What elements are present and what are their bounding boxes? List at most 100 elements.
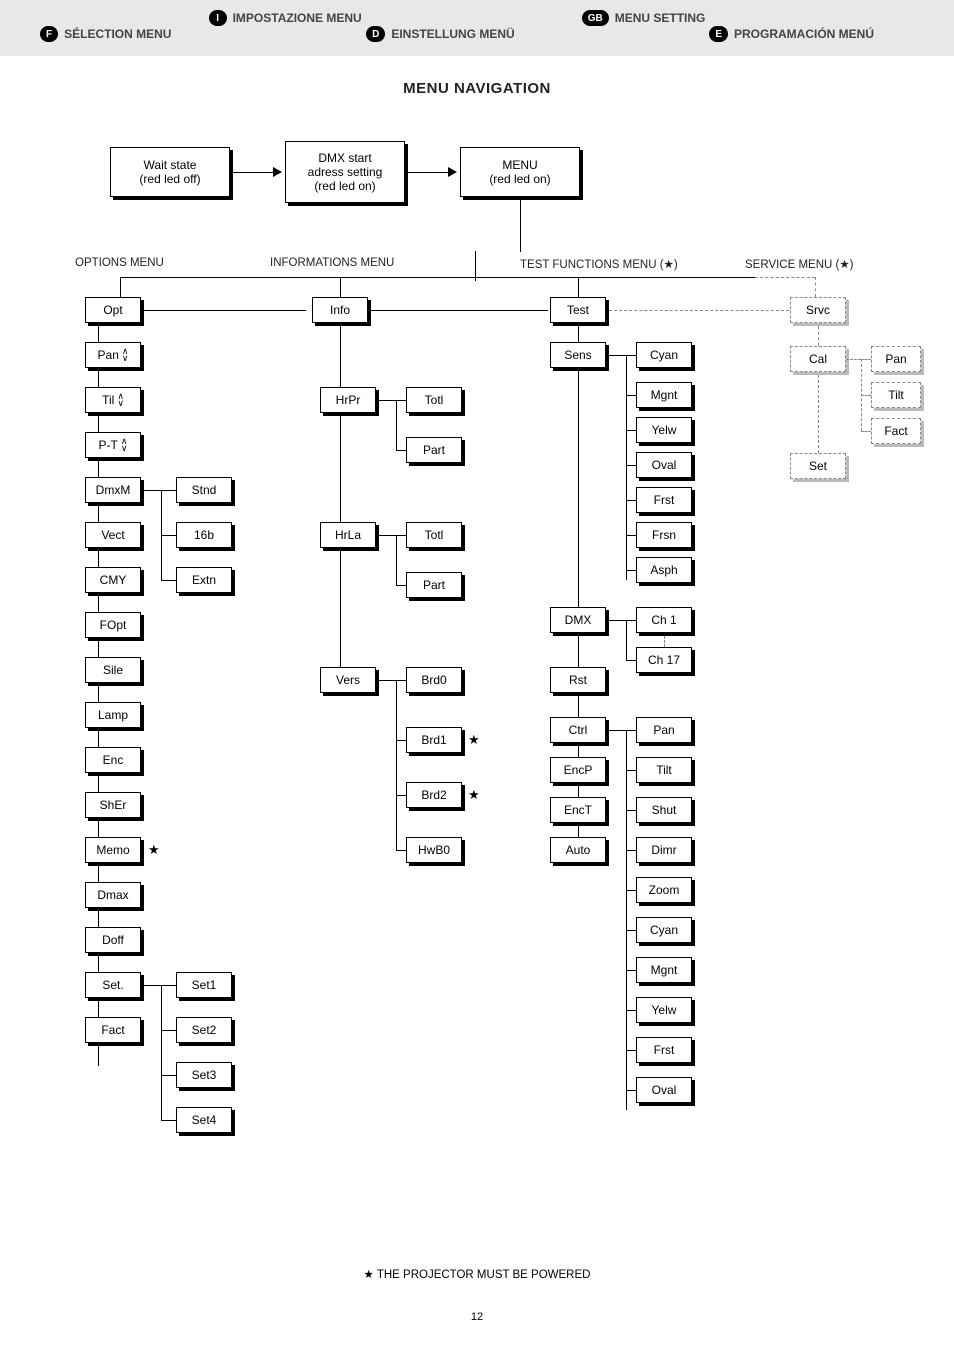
node-lamp: Lamp: [85, 702, 141, 728]
label-f: SÉLECTION MENU: [64, 27, 171, 41]
arrow-2: [448, 167, 457, 177]
node-ctrl-mgnt: Mgnt: [636, 957, 692, 983]
node-ctrl-shut: Shut: [636, 797, 692, 823]
node-ctrl-oval: Oval: [636, 1077, 692, 1103]
node-set1: Set1: [176, 972, 232, 998]
node-opt: Opt: [85, 297, 141, 323]
pan-text: Pan: [98, 348, 119, 362]
node-ctrl-pan: Pan: [636, 717, 692, 743]
badge-gb: GB: [582, 10, 609, 26]
node-menu: MENU (red led on): [460, 147, 580, 197]
section-service: SERVICE MENU (★): [745, 257, 854, 271]
star-memo: ★: [148, 842, 160, 858]
node-auto: Auto: [550, 837, 606, 863]
node-sens-yelw: Yelw: [636, 417, 692, 443]
node-cal: Cal: [790, 346, 846, 372]
label-i: IMPOSTAZIONE MENU: [233, 11, 362, 25]
pt-text: P-T: [99, 438, 118, 452]
diagram-canvas: Wait state (red led off) DMX start adres…: [0, 127, 954, 1247]
header-row-1: I IMPOSTAZIONE MENU GB MENU SETTING: [30, 10, 924, 26]
header-row-2: F SÉLECTION MENU D EINSTELLUNG MENÜ E PR…: [30, 26, 924, 42]
node-brd0: Brd0: [406, 667, 462, 693]
page-number: 12: [0, 1311, 954, 1343]
node-extn: Extn: [176, 567, 232, 593]
node-pt: P-T∧∨: [85, 432, 141, 458]
section-info: INFORMATIONS MENU: [270, 257, 394, 269]
node-enc: Enc: [85, 747, 141, 773]
section-test: TEST FUNCTIONS MENU (★): [520, 257, 678, 271]
node-brd2: Brd2: [406, 782, 462, 808]
node-ch1: Ch 1: [636, 607, 692, 633]
node-sens-frst: Frst: [636, 487, 692, 513]
node-dmx: DMX: [550, 607, 606, 633]
updown-icon: ∧∨: [117, 393, 124, 407]
lang-d: D EINSTELLUNG MENÜ: [366, 26, 555, 42]
node-set: Set.: [85, 972, 141, 998]
lang-i: I IMPOSTAZIONE MENU: [209, 10, 402, 26]
footer-note: ★ THE PROJECTOR MUST BE POWERED: [0, 1267, 954, 1281]
wait-l2: (red led off): [139, 172, 200, 186]
node-srv-fact: Fact: [871, 418, 921, 444]
node-sens-cyan: Cyan: [636, 342, 692, 368]
node-fact: Fact: [85, 1017, 141, 1043]
node-ctrl-tilt: Tilt: [636, 757, 692, 783]
lang-f: F SÉLECTION MENU: [40, 26, 211, 42]
node-set4: Set4: [176, 1107, 232, 1133]
updown-icon: ∧∨: [122, 348, 129, 362]
badge-d: D: [366, 26, 385, 42]
star-brd2: ★: [468, 787, 480, 803]
node-sens-asph: Asph: [636, 557, 692, 583]
node-memo: Memo: [85, 837, 141, 863]
node-srvc: Srvc: [790, 297, 846, 323]
node-wait: Wait state (red led off): [110, 147, 230, 197]
node-enct: EncT: [550, 797, 606, 823]
node-brd1: Brd1: [406, 727, 462, 753]
badge-e: E: [709, 26, 728, 42]
menu-l1: MENU: [502, 158, 537, 172]
node-sens-frsn: Frsn: [636, 522, 692, 548]
node-cmy: CMY: [85, 567, 141, 593]
header-bar: I IMPOSTAZIONE MENU GB MENU SETTING F SÉ…: [0, 0, 954, 56]
node-hrla: HrLa: [320, 522, 376, 548]
node-srv-tilt: Tilt: [871, 382, 921, 408]
node-encp: EncP: [550, 757, 606, 783]
badge-f: F: [40, 26, 58, 42]
section-options: OPTIONS MENU: [75, 257, 164, 269]
menu-l2: (red led on): [489, 172, 550, 186]
node-pan: Pan∧∨: [85, 342, 141, 368]
node-dmxstart: DMX start adress setting (red led on): [285, 141, 405, 203]
node-totl1: Totl: [406, 387, 462, 413]
node-fopt: FOpt: [85, 612, 141, 638]
node-totl2: Totl: [406, 522, 462, 548]
node-set2: Set2: [176, 1017, 232, 1043]
arrow-1: [273, 167, 282, 177]
node-srv-pan: Pan: [871, 346, 921, 372]
node-sile: Sile: [85, 657, 141, 683]
node-ctrl: Ctrl: [550, 717, 606, 743]
node-sher: ShEr: [85, 792, 141, 818]
node-set3: Set3: [176, 1062, 232, 1088]
node-ctrl-frst: Frst: [636, 1037, 692, 1063]
til-text: Til: [102, 393, 114, 407]
node-ch17: Ch 17: [636, 647, 692, 673]
node-hrpr: HrPr: [320, 387, 376, 413]
node-dmax: Dmax: [85, 882, 141, 908]
label-e: PROGRAMACIÓN MENÚ: [734, 27, 874, 41]
dmx-l3: (red led on): [314, 179, 375, 193]
node-hwb0: HwB0: [406, 837, 462, 863]
node-sens-oval: Oval: [636, 452, 692, 478]
node-16b: 16b: [176, 522, 232, 548]
page-title: MENU NAVIGATION: [0, 80, 954, 97]
node-ctrl-zoom: Zoom: [636, 877, 692, 903]
node-vers: Vers: [320, 667, 376, 693]
node-info: Info: [312, 297, 368, 323]
node-sens-mgnt: Mgnt: [636, 382, 692, 408]
node-vect: Vect: [85, 522, 141, 548]
badge-i: I: [209, 10, 227, 26]
node-ctrl-cyan: Cyan: [636, 917, 692, 943]
node-srv-set: Set: [790, 453, 846, 479]
node-ctrl-dimr: Dimr: [636, 837, 692, 863]
updown-icon: ∧∨: [121, 438, 128, 452]
label-d: EINSTELLUNG MENÜ: [391, 27, 514, 41]
dmx-l1: DMX start: [318, 151, 371, 165]
